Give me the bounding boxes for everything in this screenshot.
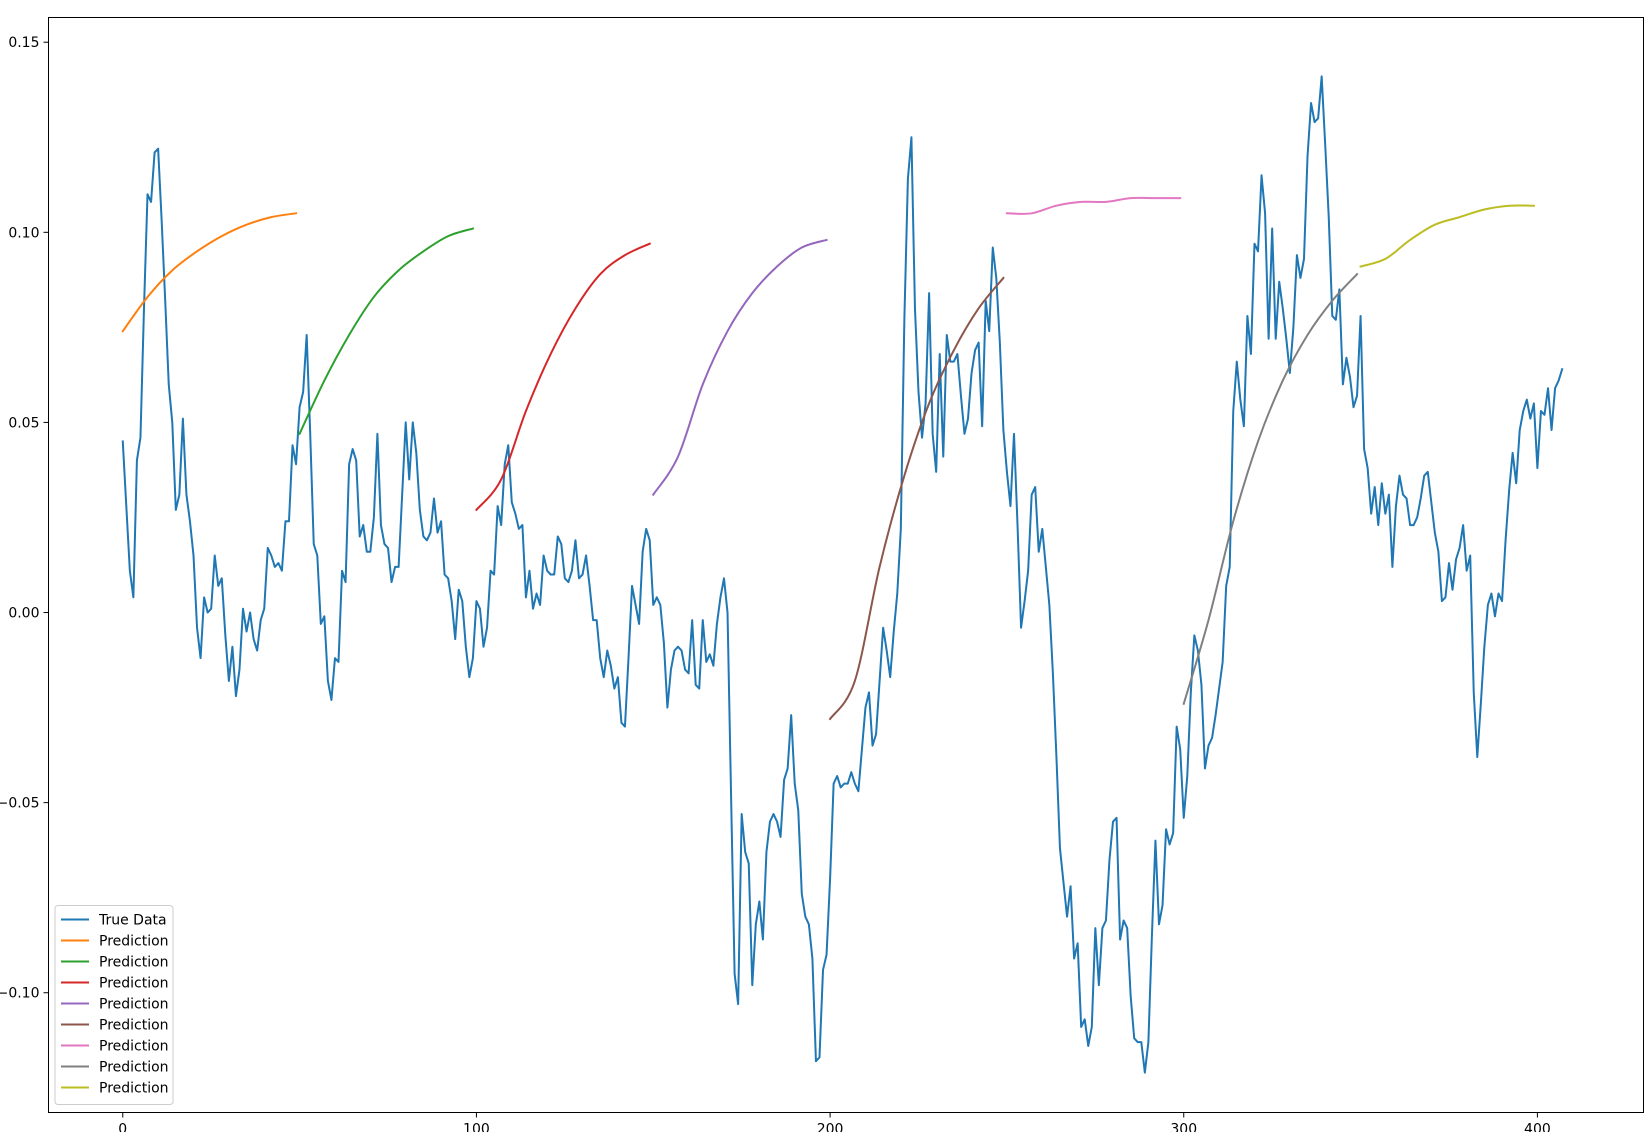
x-tick-label: 300 <box>1170 1122 1197 1132</box>
series-line-7-prediction <box>1182 272 1359 706</box>
series-line-1-prediction <box>121 212 298 333</box>
y-tick-label: 0.05 <box>8 415 39 431</box>
x-tick-label: 100 <box>463 1122 490 1132</box>
x-axis: 0 100 200 300 400 <box>118 1112 1551 1132</box>
legend-label: Prediction <box>99 955 169 971</box>
legend-label: Prediction <box>99 976 169 992</box>
y-tick-label: −0.10 <box>0 986 40 1002</box>
y-tick-label: −0.05 <box>0 796 40 812</box>
y-tick-label: 0.15 <box>8 35 39 51</box>
legend-label: Prediction <box>99 1039 169 1055</box>
legend-label: Prediction <box>99 1081 169 1097</box>
y-axis: −0.10 −0.05 0.00 0.05 0.10 0.15 <box>0 35 49 1002</box>
series-line-2-prediction <box>298 227 475 436</box>
x-tick-label: 200 <box>817 1122 844 1132</box>
y-tick-label: 0.10 <box>8 225 39 241</box>
legend-label: Prediction <box>99 1018 169 1034</box>
plot-area <box>48 17 1644 1113</box>
legend-label: Prediction <box>99 934 169 950</box>
series-line-4-prediction <box>651 238 828 497</box>
y-tick-label: 0.00 <box>8 606 39 622</box>
legend-label: Prediction <box>99 997 169 1013</box>
x-tick-label: 400 <box>1524 1122 1551 1132</box>
legend-box <box>54 905 174 1105</box>
legend-label: Prediction <box>99 1060 169 1076</box>
x-tick-label: 0 <box>118 1122 127 1132</box>
series-line-3-prediction <box>475 242 652 512</box>
series-layer <box>121 75 1564 1074</box>
series-line-0-true <box>121 75 1564 1074</box>
legend-label: True Data <box>98 913 167 929</box>
series-line-5-prediction <box>828 276 1005 721</box>
series-line-6-prediction <box>1005 196 1182 215</box>
series-line-8-prediction <box>1359 204 1535 268</box>
legend: True Data Prediction Prediction Prediction P… <box>54 905 174 1105</box>
